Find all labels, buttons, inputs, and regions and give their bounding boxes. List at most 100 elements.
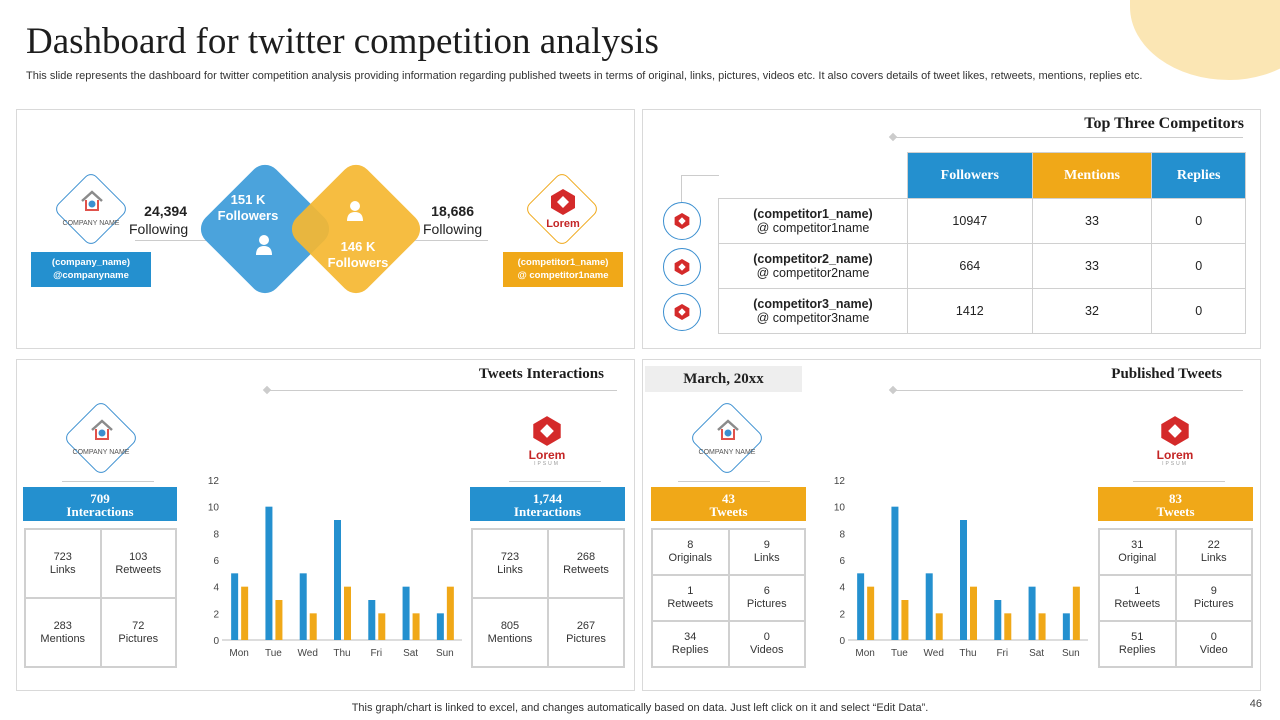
lorem-logo-icon <box>674 213 690 229</box>
bar <box>344 586 351 640</box>
house-icon <box>81 190 103 211</box>
table-row: (competitor1_name) @ competitor1name 1094… <box>718 198 1246 244</box>
competitors-panel: Top Three Competitors ○○○ Followers Ment… <box>642 109 1261 349</box>
y-tick-label: 12 <box>208 476 220 487</box>
competitor-tweets-grid: 31 Original 22 Links 1 Retweets 9 Pictures 51 Rep… <box>1098 528 1253 668</box>
company-followers: 151 K Followers <box>217 192 279 223</box>
stat-cell: 9 Links <box>728 529 805 575</box>
stat-cell: 72 Pictures <box>100 598 176 667</box>
stat-cell: 1 Retweets <box>1099 575 1176 621</box>
bar <box>1028 586 1036 640</box>
x-tick-label: Sun <box>436 648 454 659</box>
lorem-logo-icon <box>551 189 575 215</box>
company-tag: (company_name) @companyname <box>31 252 151 287</box>
competitor-following: 18,686 Following <box>423 203 483 237</box>
competitor-tweets-bar: 83 Tweets <box>1098 487 1253 521</box>
y-tick-label: 8 <box>839 529 845 540</box>
house-icon <box>91 419 113 440</box>
competitor-tag: (competitor1_name) @ competitor1name <box>503 252 623 287</box>
decorative-blob <box>1130 0 1280 80</box>
published-chart: 0 2 4 6 8 10 12 Mon Tue Wed Thu Fri Sat Sun <box>834 476 1088 659</box>
competitor-logo-text: Lorem <box>1156 448 1194 462</box>
y-tick-label: 10 <box>208 503 220 514</box>
page-title: Dashboard for twitter competition analys… <box>26 21 659 62</box>
x-tick-label: Mon <box>855 648 874 659</box>
interactions-chart: 0 2 4 6 8 10 12 Mon Tue Wed Thu Fri Sat Sun <box>208 476 462 659</box>
lorem-logo-icon <box>533 416 561 446</box>
x-tick-label: Tue <box>265 648 282 659</box>
x-tick-label: Sat <box>1029 648 1044 659</box>
y-tick-label: 2 <box>839 609 845 620</box>
y-tick-label: 2 <box>213 609 219 620</box>
x-tick-label: Fri <box>996 648 1008 659</box>
table-row: (competitor2_name) @ competitor2name 664 … <box>718 243 1246 289</box>
stat-cell: 8 Originals <box>652 529 729 575</box>
bar <box>901 600 909 640</box>
bar <box>1062 613 1070 640</box>
x-tick-label: Sun <box>1062 648 1080 659</box>
house-icon <box>717 419 739 440</box>
competitor-followers-diamond <box>285 158 427 300</box>
company-tweets-grid: 8 Originals 9 Links 1 Retweets 6 Pictures 34 Repl… <box>651 528 806 668</box>
stat-cell: 22 Links <box>1175 529 1252 575</box>
stat-cell: 805 Mentions <box>472 598 548 667</box>
interactions-panel: Tweets Interactions COMPANY NAME 709 Int… <box>16 359 635 691</box>
stat-cell: 6 Pictures <box>728 575 805 621</box>
bar <box>925 573 933 640</box>
table-row: (competitor3_name) @ competitor3name 1412… <box>718 288 1246 334</box>
stat-cell: 723 Links <box>472 529 548 598</box>
bar <box>402 586 410 640</box>
competitor1-logo <box>663 202 701 240</box>
user-icon <box>256 235 272 255</box>
user-icon <box>347 201 363 221</box>
x-tick-label: Sat <box>403 648 418 659</box>
x-tick-label: Thu <box>333 648 350 659</box>
bar <box>231 573 239 640</box>
stat-cell: 31 Original <box>1099 529 1176 575</box>
competitor-logo-text: Lorem <box>528 448 566 462</box>
competitor3-logo <box>663 293 701 331</box>
company-tweets-bar: 43 Tweets <box>651 487 806 521</box>
y-tick-label: 6 <box>839 556 845 567</box>
lorem-logo-icon <box>674 259 690 275</box>
bar <box>275 600 283 640</box>
company-logo-text: COMPANY NAME <box>62 220 120 227</box>
bar <box>368 600 376 640</box>
stat-cell: 51 Replies <box>1099 621 1176 667</box>
col-followers: Followers <box>907 152 1033 199</box>
competitors-table: Followers Mentions Replies (competitor1_… <box>718 152 1246 334</box>
bar <box>265 506 273 640</box>
y-tick-label: 6 <box>213 556 219 567</box>
y-tick-label: 0 <box>213 636 219 647</box>
x-tick-label: Fri <box>370 648 382 659</box>
stat-cell: 0 Video <box>1175 621 1252 667</box>
competitor2-logo <box>663 248 701 286</box>
bar <box>412 613 420 640</box>
bar <box>1004 613 1012 640</box>
col-mentions: Mentions <box>1031 152 1153 199</box>
bar <box>1038 613 1046 640</box>
competitor-followers: 146 K Followers <box>327 239 389 270</box>
y-tick-label: 12 <box>834 476 846 487</box>
stat-cell: 9 Pictures <box>1175 575 1252 621</box>
bar <box>436 613 444 640</box>
y-tick-label: 10 <box>834 503 846 514</box>
bar <box>378 613 386 640</box>
bar <box>299 573 307 640</box>
company-interactions-grid: 723 Links 103 Retweets 283 Mentions 72 Pictures <box>24 528 177 668</box>
x-tick-label: Thu <box>959 648 976 659</box>
stat-cell: 103 Retweets <box>100 529 176 598</box>
x-tick-label: Wed <box>298 648 318 659</box>
competitor-logo-subtext: IPSUM <box>534 461 560 467</box>
x-tick-label: Mon <box>229 648 248 659</box>
footer-note: This graph/chart is linked to excel, and… <box>351 702 929 714</box>
x-tick-label: Wed <box>924 648 944 659</box>
bar <box>960 520 967 640</box>
y-tick-label: 4 <box>839 583 845 594</box>
stat-cell: 267 Pictures <box>548 598 624 667</box>
bar <box>891 506 899 640</box>
bar <box>857 573 865 640</box>
published-panel: March, 20xx Published Tweets COMPANY NAM… <box>642 359 1261 691</box>
company-logo-text: COMPANY NAME <box>698 449 756 456</box>
bar <box>446 586 454 640</box>
